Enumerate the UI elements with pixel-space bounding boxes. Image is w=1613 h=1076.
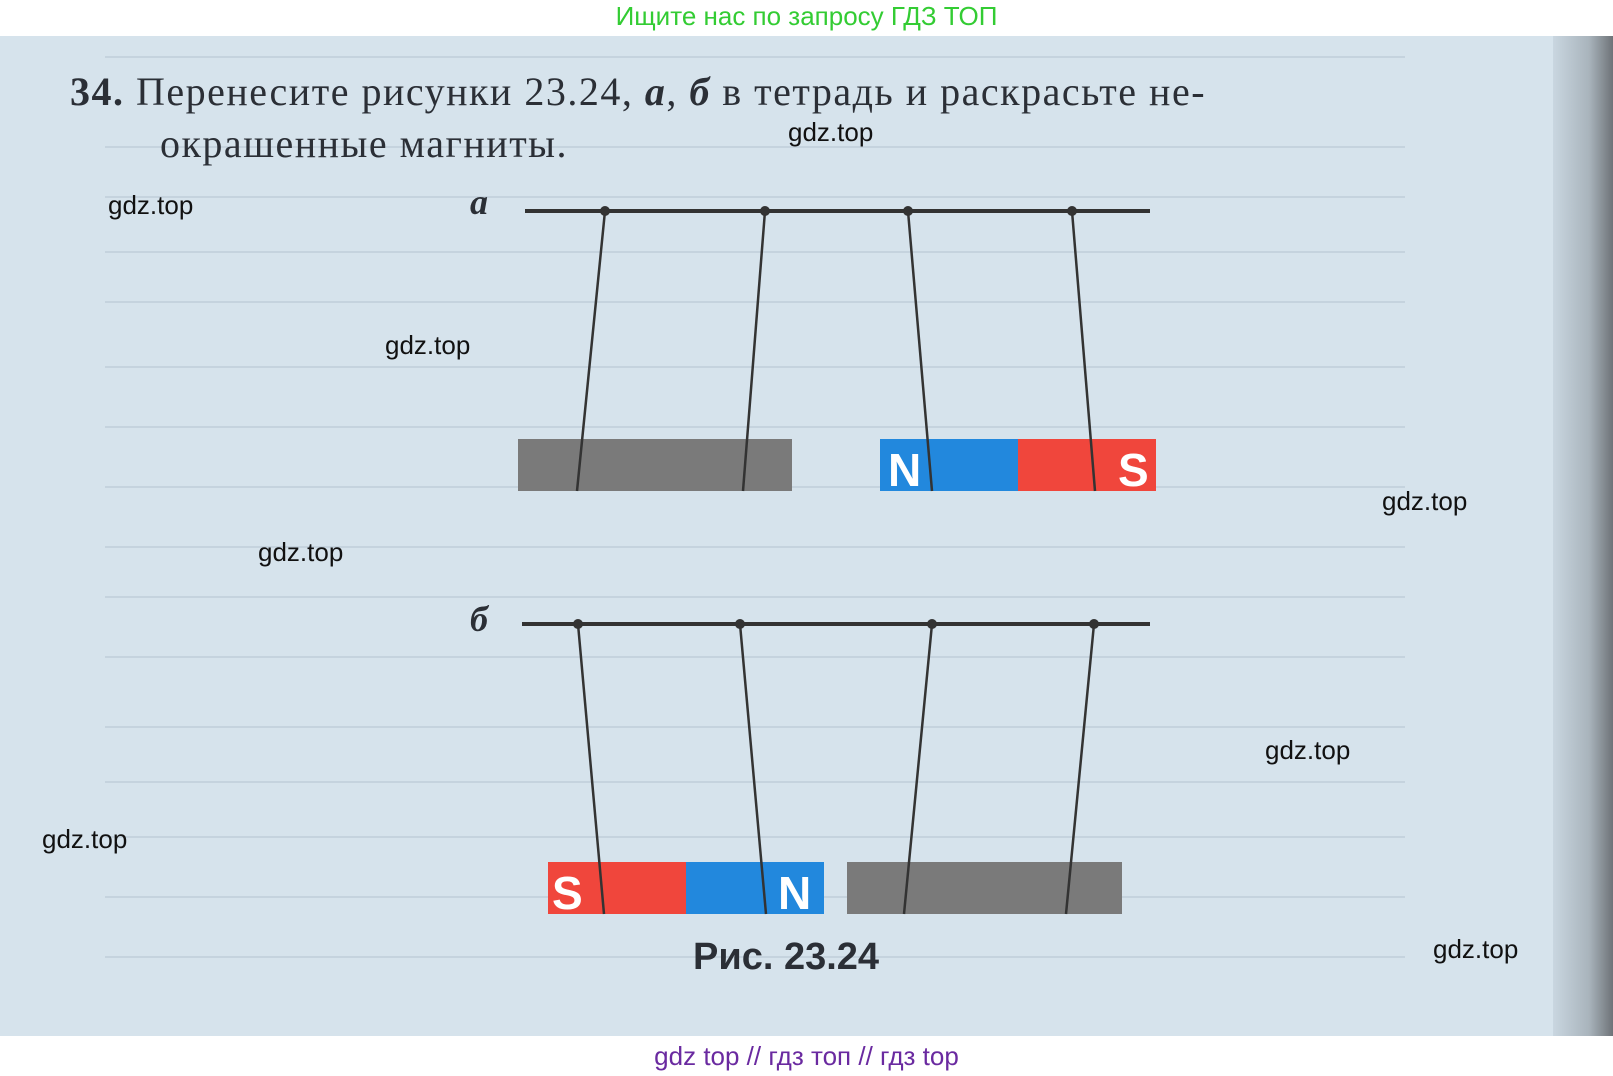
pole-label-n-b: N [778,867,811,919]
watermark: gdz.top [385,330,471,360]
knots-a [600,206,1077,216]
watermark: gdz.top [1433,934,1519,964]
watermark: gdz.top [108,190,194,220]
pole-label-n-a: N [888,444,921,496]
pole-label-s-a: S [1118,444,1149,496]
pole-label-s-b: S [552,867,583,919]
watermark: gdz.top [1382,486,1468,516]
task-line-2: окрашенные магниты. [160,121,569,166]
threads-a [575,210,1097,492]
bottom-banner: gdz top // гдз топ // гдз top [0,1036,1613,1076]
south-pole-b [548,862,686,914]
task-line-1: 34. Перенесите рисунки 23.24, а, б в тет… [70,66,1510,118]
task-sep: , [666,69,678,114]
figure-label-b: б [470,599,490,639]
task-label-b: б [689,69,711,114]
unpainted-magnet-a [518,439,792,491]
magnets-figure: а N S б S N Рис. 23.24 [470,182,1156,978]
north-pole-b [686,862,824,914]
task-label-a: а [644,69,667,114]
north-pole-a [880,439,1018,491]
top-banner: Ищите нас по запросу ГДЗ ТОП [615,1,998,31]
unpainted-magnet-b [847,862,1122,914]
task-text-part1: Перенесите рисунки 23.24, [136,69,634,114]
knots-b [573,619,1099,629]
painted-magnet-b: S N [548,862,824,919]
figure-label-a: а [470,182,488,222]
threads-b [576,623,1096,915]
painted-magnet-a: N S [880,439,1156,496]
page-edge-shadow [1553,36,1613,1036]
south-pole-a [1018,439,1156,491]
watermark: gdz.top [42,824,128,854]
task-text: 34. Перенесите рисунки 23.24, а, б в тет… [70,66,1510,170]
figure-caption: Рис. 23.24 [693,936,879,978]
task-text-part2: в тетрадь и раскрасьте не- [722,69,1207,114]
watermark: gdz.top [788,117,874,147]
task-number: 34. [70,69,125,114]
watermark: gdz.top [258,537,344,567]
watermark: gdz.top [1265,735,1351,765]
